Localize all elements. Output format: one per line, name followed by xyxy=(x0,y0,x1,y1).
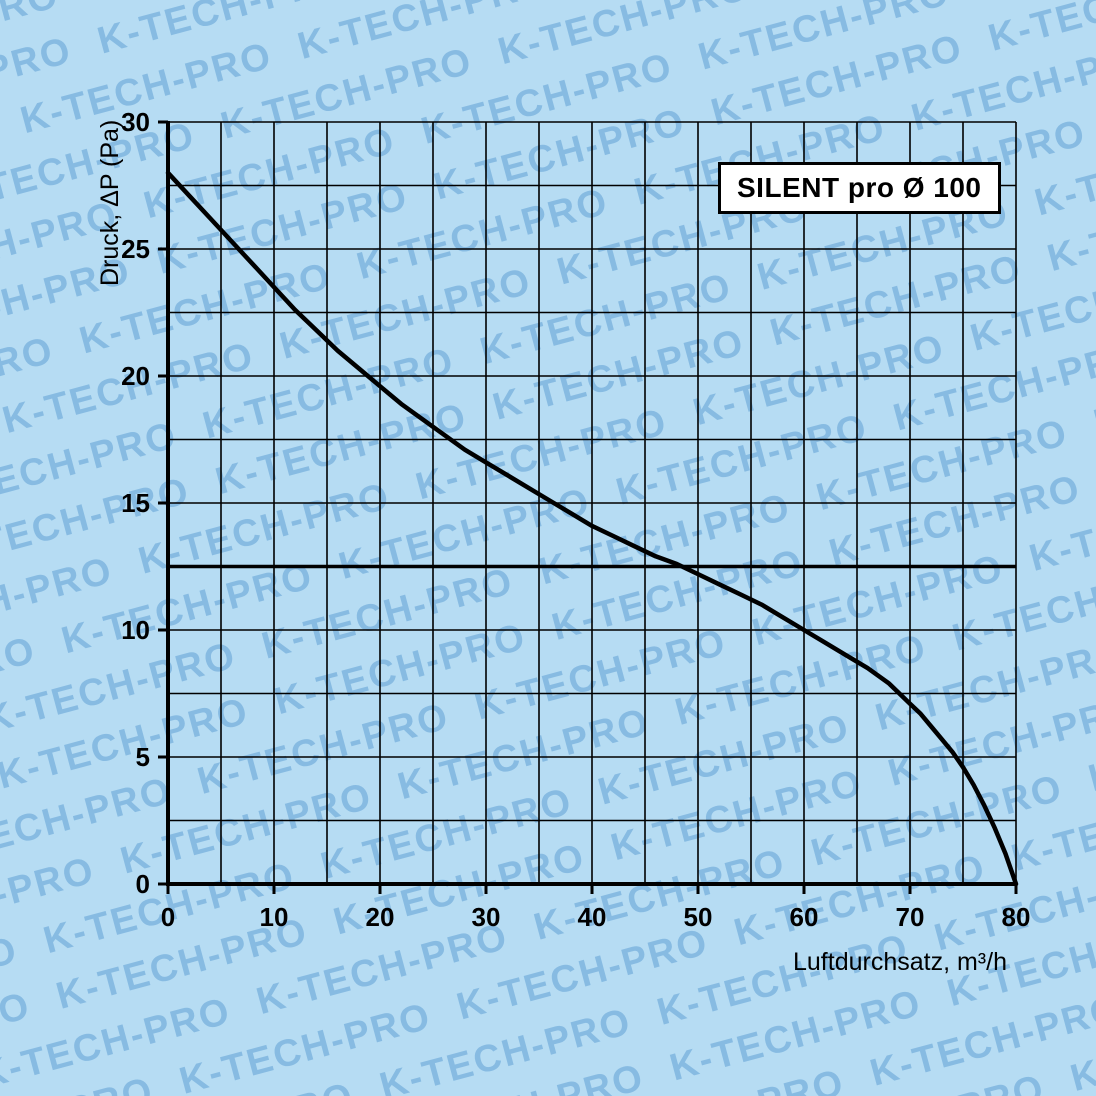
chart-title-box: SILENT pro Ø 100 xyxy=(718,162,1001,214)
x-tick-label: 80 xyxy=(1002,902,1031,932)
y-tick-label: 0 xyxy=(136,869,150,899)
y-tick-label: 10 xyxy=(121,615,150,645)
x-tick-label: 70 xyxy=(896,902,925,932)
x-tick-label: 30 xyxy=(472,902,501,932)
x-axis-label: Luftdurchsatz, m³/h xyxy=(793,948,1007,976)
y-axis-label: Druck, ΔP (Pa) xyxy=(96,119,124,286)
performance-curve xyxy=(165,170,1019,887)
x-tick-label: 50 xyxy=(684,902,713,932)
x-tick-label: 20 xyxy=(366,902,395,932)
y-tick-label: 5 xyxy=(136,742,150,772)
x-tick-label: 10 xyxy=(260,902,289,932)
x-tick-label: 60 xyxy=(790,902,819,932)
y-tick-label: 15 xyxy=(121,488,150,518)
y-tick-label: 30 xyxy=(121,107,150,137)
x-tick-label: 0 xyxy=(161,902,175,932)
y-tick-label: 20 xyxy=(121,361,150,391)
y-tick-label: 25 xyxy=(121,234,150,264)
x-tick-label: 40 xyxy=(578,902,607,932)
